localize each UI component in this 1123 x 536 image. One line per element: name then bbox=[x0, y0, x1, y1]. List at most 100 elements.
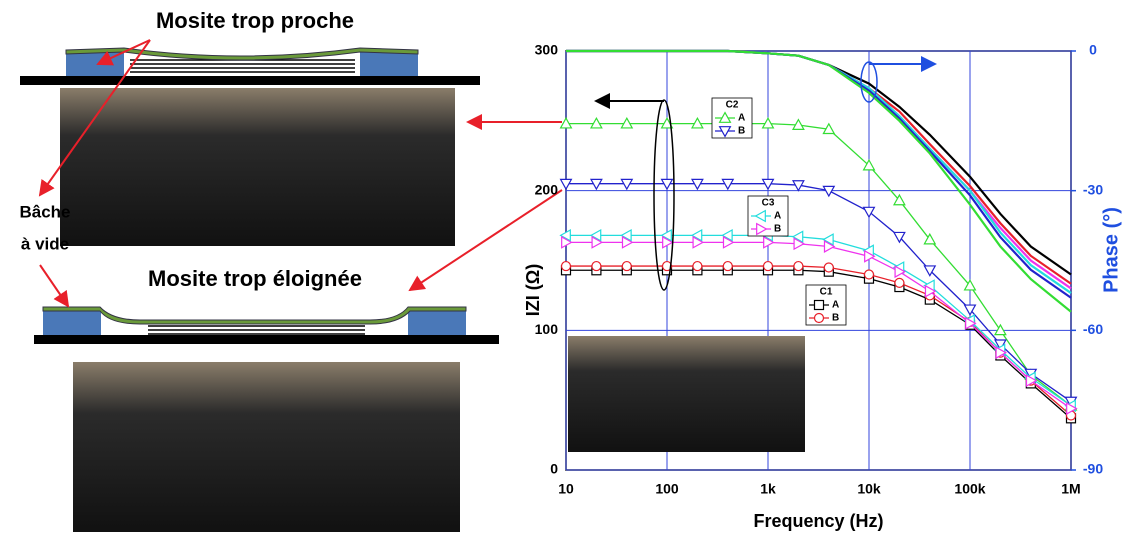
y-tick-label: 200 bbox=[535, 181, 559, 197]
legend-marker bbox=[718, 111, 732, 123]
marker bbox=[763, 235, 775, 249]
marker bbox=[923, 265, 937, 277]
marker bbox=[721, 228, 733, 242]
marker bbox=[963, 304, 977, 317]
marker bbox=[791, 180, 805, 192]
legend-title: C3 bbox=[762, 198, 775, 209]
marker bbox=[560, 260, 572, 272]
marker bbox=[791, 230, 804, 244]
marker bbox=[559, 178, 573, 191]
marker bbox=[924, 284, 937, 298]
legend-marker bbox=[813, 299, 825, 311]
y-axis-label: IZI (Ω) bbox=[523, 264, 543, 316]
marker bbox=[690, 116, 704, 129]
marker bbox=[791, 118, 805, 130]
marker bbox=[661, 260, 673, 272]
marker bbox=[722, 235, 735, 249]
series-line bbox=[566, 122, 1072, 407]
marker bbox=[591, 235, 604, 249]
legend-label: A bbox=[774, 211, 781, 222]
marker bbox=[923, 232, 937, 245]
series-line bbox=[566, 269, 1072, 419]
y2-tick-label: -30 bbox=[1083, 181, 1103, 197]
legend-label: B bbox=[774, 224, 781, 235]
marker bbox=[690, 228, 703, 242]
bottom-label: Mosite trop éloignée bbox=[148, 266, 362, 291]
legend-marker bbox=[756, 222, 768, 236]
series-line bbox=[566, 241, 1072, 410]
marker bbox=[793, 237, 806, 251]
diagram-bottom bbox=[34, 306, 499, 344]
marker bbox=[864, 249, 876, 263]
marker bbox=[862, 206, 876, 219]
y-tick-label: 100 bbox=[535, 321, 559, 337]
marker bbox=[559, 228, 571, 242]
y2-axis-label: Phase (°) bbox=[1100, 207, 1122, 293]
photo bbox=[60, 88, 455, 246]
x-tick-label: 100 bbox=[655, 481, 679, 497]
legend-marker bbox=[718, 126, 732, 138]
legend-label: A bbox=[738, 113, 745, 124]
legend-label: B bbox=[738, 126, 745, 137]
annotations bbox=[594, 56, 937, 291]
marker bbox=[589, 116, 603, 129]
marker bbox=[620, 116, 634, 129]
legend-label: A bbox=[832, 300, 839, 311]
marker bbox=[892, 231, 906, 244]
marker bbox=[822, 185, 836, 198]
marker bbox=[621, 235, 634, 249]
marker bbox=[822, 122, 836, 135]
side-label: à vide bbox=[21, 234, 69, 253]
marker bbox=[660, 178, 674, 191]
marker bbox=[559, 116, 573, 129]
legend-title: C2 bbox=[726, 100, 739, 111]
marker bbox=[660, 116, 674, 129]
marker bbox=[589, 228, 602, 242]
marker bbox=[822, 233, 834, 246]
marker bbox=[894, 265, 907, 279]
marker bbox=[621, 260, 632, 272]
marker bbox=[762, 260, 774, 272]
inset-photo bbox=[568, 336, 805, 452]
y-tick-label: 300 bbox=[535, 42, 559, 58]
marker bbox=[963, 279, 977, 291]
marker bbox=[993, 323, 1007, 336]
marker bbox=[995, 346, 1008, 360]
marker bbox=[620, 178, 634, 191]
marker bbox=[1066, 402, 1078, 415]
marker bbox=[761, 116, 775, 129]
y2-tick-label: 0 bbox=[1089, 42, 1097, 58]
marker bbox=[892, 193, 906, 206]
marker bbox=[965, 316, 977, 330]
marker bbox=[692, 235, 705, 249]
x-tick-label: 10 bbox=[558, 481, 574, 497]
diagram-top bbox=[20, 47, 480, 85]
marker bbox=[761, 178, 775, 191]
marker bbox=[823, 262, 834, 273]
marker bbox=[561, 235, 573, 249]
marker bbox=[862, 158, 876, 171]
marker bbox=[894, 277, 905, 288]
marker bbox=[692, 260, 703, 272]
x-axis-label: Frequency (Hz) bbox=[753, 511, 883, 531]
marker bbox=[660, 228, 672, 242]
legend-label: B bbox=[832, 313, 839, 324]
series-line bbox=[566, 49, 1072, 313]
marker bbox=[721, 178, 735, 191]
marker bbox=[793, 260, 804, 272]
top-label: Mosite trop proche bbox=[156, 8, 354, 33]
marker bbox=[863, 269, 875, 280]
y-tick-label: 0 bbox=[550, 461, 558, 477]
marker bbox=[823, 240, 836, 253]
marker bbox=[690, 178, 704, 191]
x-tick-label: 1M bbox=[1061, 481, 1080, 497]
y2-tick-label: -60 bbox=[1083, 321, 1103, 337]
legend-marker bbox=[754, 209, 766, 223]
legend-marker bbox=[813, 312, 825, 324]
marker bbox=[1025, 374, 1038, 388]
legend-title: C1 bbox=[820, 287, 833, 298]
x-tick-label: 1k bbox=[760, 481, 776, 497]
y2-tick-label: -90 bbox=[1083, 461, 1103, 477]
series-line bbox=[566, 183, 1072, 403]
